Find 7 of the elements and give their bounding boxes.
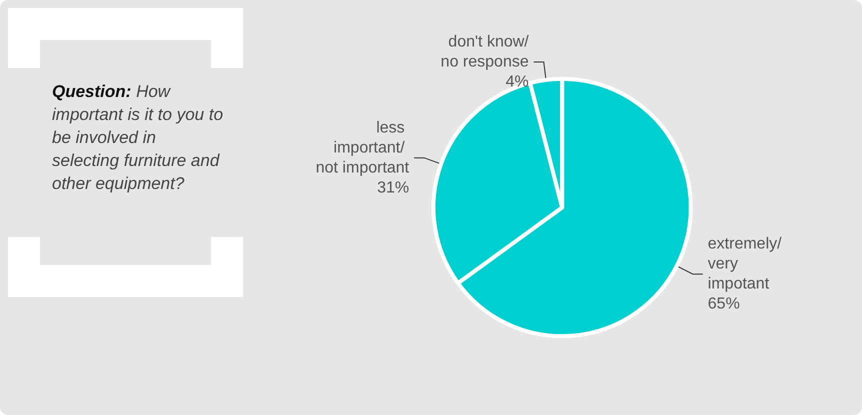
data-label: 31% (377, 179, 410, 196)
slice-label: don't know/no response (440, 34, 530, 71)
slice-label: less important/ not important (316, 119, 410, 176)
data-label: 65% (708, 296, 740, 313)
data-label: 4% (506, 74, 529, 91)
slice-label: extremely/ very impotant (708, 236, 786, 293)
text: Question: How important is it to you to be involved in selecting furniture and other equipment? (52, 81, 224, 195)
